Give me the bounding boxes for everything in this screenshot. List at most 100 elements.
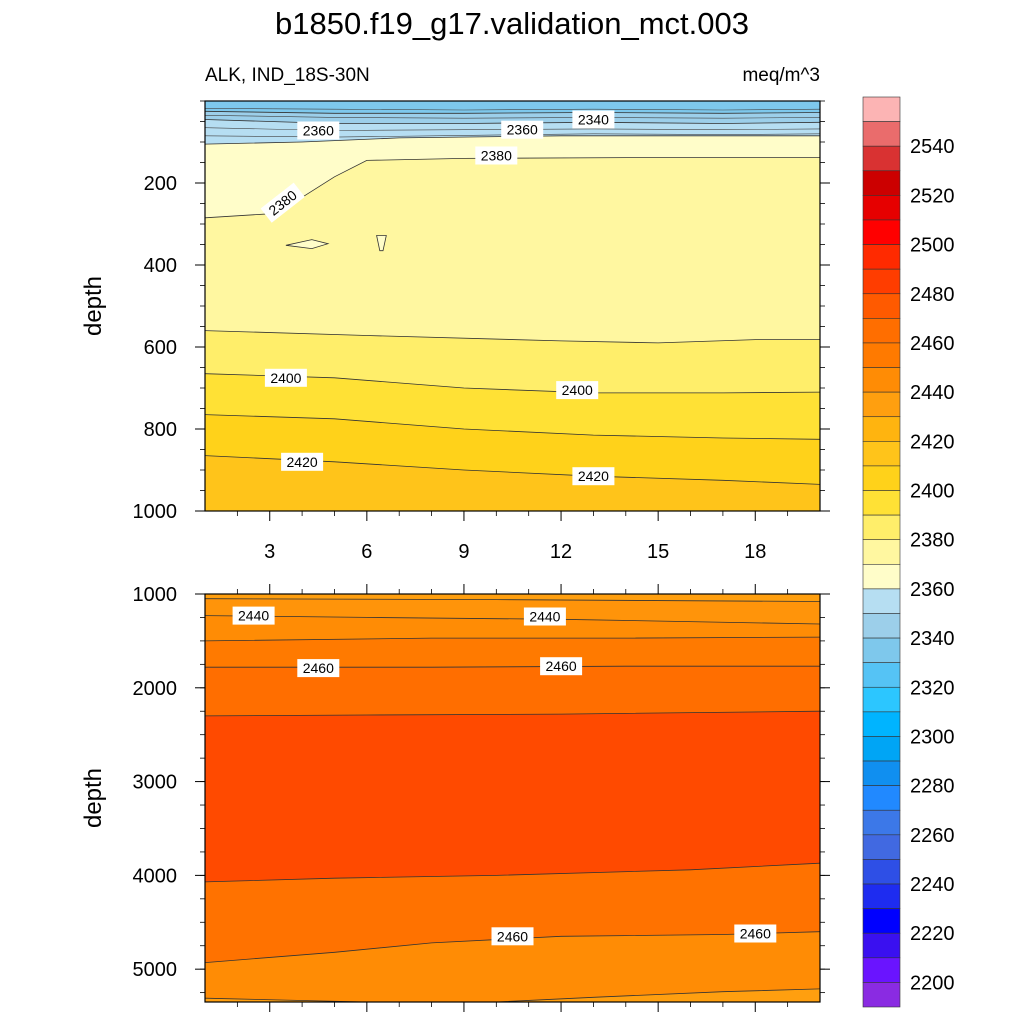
contour-label-text: 2380 — [481, 148, 512, 164]
colorbar-box — [862, 859, 901, 885]
contour-label-text: 2460 — [740, 926, 771, 942]
contour-label: 2440 — [523, 607, 566, 626]
colorbar-box — [862, 908, 901, 934]
contour-label: 2340 — [572, 110, 615, 129]
colorbar-box — [862, 490, 901, 516]
contour-band-8 — [205, 455, 820, 511]
colorbar-box — [862, 96, 901, 122]
colorbar-box — [862, 318, 901, 344]
contour-line — [205, 330, 820, 344]
contour-label-text: 2400 — [270, 370, 301, 386]
colorbar-box — [862, 244, 901, 270]
contour-label: 2380 — [475, 146, 518, 165]
contour-label-text: 2420 — [578, 468, 609, 484]
x-tick-label: 12 — [550, 541, 572, 563]
colorbar-label: 2260 — [910, 825, 955, 847]
colorbar-label: 2320 — [910, 677, 955, 699]
variable-region-label: ALK, IND_18S-30N — [205, 65, 370, 86]
colorbar: 2200 2220 2240 2260 2280 2300 2320 2340 2360 2380… — [862, 96, 955, 1008]
colorbar-box — [862, 736, 901, 762]
y-tick-label: 600 — [144, 337, 177, 359]
y-tick-label: 4000 — [133, 865, 178, 887]
colorbar-label: 2400 — [910, 481, 955, 503]
y-tick-label: 800 — [144, 419, 177, 441]
contour-line — [205, 110, 820, 114]
colorbar-box — [862, 932, 901, 959]
x-tick-label: 15 — [647, 541, 669, 563]
colorbar-box — [862, 195, 901, 221]
contour-line — [205, 108, 820, 111]
contour-label: 2400 — [264, 368, 307, 387]
colorbar-label: 2540 — [910, 136, 955, 158]
colorbar-box — [862, 441, 901, 467]
contour-label: 2360 — [297, 121, 340, 140]
colorbar-box — [862, 539, 901, 565]
y-tick-label: 200 — [144, 173, 177, 195]
contour-band-8 — [205, 988, 820, 1002]
colorbar-label: 2300 — [910, 726, 955, 748]
plot-frame — [204, 593, 821, 1003]
colorbar-box — [862, 637, 901, 663]
colorbar-label: 2440 — [910, 382, 955, 404]
y-tick-label: 2000 — [133, 678, 178, 700]
main-title: b1850.f19_g17.validation_mct.003 — [275, 6, 749, 41]
colorbar-box — [862, 416, 901, 442]
colorbar-box — [862, 809, 901, 836]
colorbar-box — [862, 613, 901, 639]
colorbar-label: 2520 — [910, 185, 955, 207]
contour-line — [205, 615, 820, 625]
contour-label-text: 2400 — [562, 382, 593, 398]
contour-line — [205, 373, 820, 394]
contour-label-text: 2360 — [507, 122, 538, 138]
y-tick-label: 400 — [144, 255, 177, 277]
colorbar-label: 2460 — [910, 333, 955, 355]
contour-label: 2460 — [297, 659, 340, 678]
contour-line — [205, 636, 820, 642]
colorbar-box — [862, 367, 901, 393]
y-tick-label: 3000 — [133, 772, 178, 794]
colorbar-label: 2200 — [910, 972, 955, 994]
colorbar-box — [862, 834, 901, 860]
contour-line — [205, 710, 820, 717]
colorbar-box — [862, 686, 901, 713]
contour-line — [205, 115, 820, 119]
contour-label: 2460 — [734, 924, 777, 943]
colorbar-box — [862, 465, 901, 491]
contour-field: 2440 2440 2460 2460 2460 2460 — [205, 594, 820, 1002]
contour-label: 2460 — [540, 657, 583, 676]
colorbar-box — [862, 268, 901, 295]
contour-line — [205, 862, 820, 883]
colorbar-box — [862, 563, 901, 590]
lower-depth-panel: 2440 2440 2460 2460 2460 2460 1000 2000 3000 4000… — [80, 584, 830, 1012]
colorbar-label: 2500 — [910, 235, 955, 257]
x-tick-label: 3 — [264, 541, 275, 563]
colorbar-box — [862, 588, 901, 614]
y-tick-label: 5000 — [133, 959, 178, 981]
colorbar-box — [862, 982, 901, 1008]
contour-label-text: 2440 — [238, 608, 269, 624]
y-axis-label: depth — [80, 768, 107, 828]
contour-island — [285, 239, 330, 250]
colorbar-label: 2380 — [910, 530, 955, 552]
colorbar-box — [862, 785, 901, 811]
colorbar-box — [862, 514, 901, 541]
colorbar-label: 2480 — [910, 284, 955, 306]
units-label: meq/m^3 — [742, 65, 820, 86]
colorbar-box — [862, 121, 901, 147]
contour-line — [205, 598, 820, 602]
colorbar-box — [862, 145, 901, 172]
contour-line — [205, 988, 820, 1002]
contour-label-text: 2420 — [287, 454, 318, 470]
contour-label: 2460 — [491, 927, 534, 946]
contour-line — [205, 414, 820, 440]
colorbar-box — [862, 219, 901, 245]
contour-label: 2420 — [281, 452, 324, 471]
y-tick-label: 1000 — [133, 584, 178, 606]
colorbar-label: 2240 — [910, 874, 955, 896]
contour-band-7 — [205, 931, 820, 1002]
colorbar-box — [862, 170, 901, 196]
colorbar-box — [862, 662, 901, 688]
x-tick-label: 18 — [744, 541, 766, 563]
colorbar-box — [862, 957, 901, 983]
